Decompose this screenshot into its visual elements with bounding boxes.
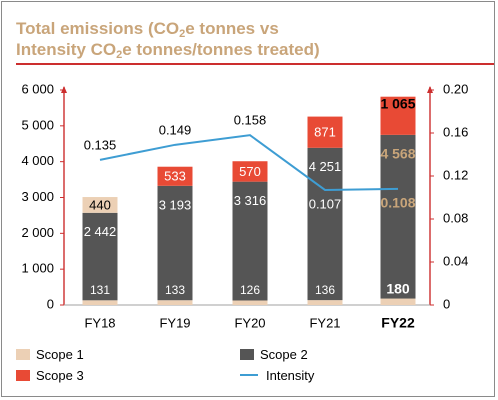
data-label-scope3: 440	[89, 197, 111, 212]
legend-swatch-scope1	[16, 348, 30, 360]
left-axis-tick-label: 3 000	[21, 189, 54, 204]
bar-scope1	[380, 298, 416, 305]
right-axis-tick-label: 0.16	[443, 124, 468, 139]
title-line2-part1: Intensity CO	[16, 40, 117, 59]
bar-scope1	[232, 300, 268, 305]
chart-title: Total emissions (CO2e tonnes vs Intensit…	[16, 18, 320, 61]
data-label-intensity: 0.149	[159, 122, 192, 137]
data-label-scope1: 136	[315, 283, 335, 297]
data-label-intensity: 0.135	[84, 137, 117, 152]
bar-scope1	[157, 300, 193, 305]
data-label-scope1: 126	[240, 283, 260, 297]
bar-scope3	[82, 197, 118, 213]
data-label-scope2: 2 442	[84, 224, 117, 239]
title-rule	[16, 63, 494, 65]
data-label-scope3: 570	[239, 164, 261, 179]
left-axis-tick-label: 1 000	[21, 261, 54, 276]
bar-scope1	[307, 300, 343, 305]
x-axis-category-label: FY19	[159, 315, 190, 330]
data-label-scope2: 4 251	[309, 159, 342, 174]
right-axis-tick-label: 0.20	[443, 81, 468, 96]
legend-swatch-scope2	[240, 348, 254, 360]
right-axis-tick-label: 0.08	[443, 210, 468, 225]
x-axis-category-label: FY20	[234, 315, 265, 330]
data-label-scope2: 4 568	[380, 146, 415, 162]
title-line1-part1: Total emissions (CO	[16, 19, 180, 38]
bar-scope3	[232, 161, 268, 182]
data-label-intensity: 0.108	[380, 195, 415, 211]
title-line1-subscript: 2	[179, 28, 186, 40]
bar-scope2	[380, 134, 416, 299]
legend-item-scope3: Scope 3	[16, 367, 84, 383]
legend-label-scope3: Scope 3	[36, 367, 84, 383]
legend-swatch-scope3	[16, 369, 30, 381]
legend-item-scope1: Scope 1	[16, 346, 84, 362]
data-label-scope2: 3 316	[234, 193, 267, 208]
legend-item-intensity: Intensity	[240, 367, 314, 383]
left-axis-tick-label: 5 000	[21, 117, 54, 132]
data-label-scope1: 133	[165, 283, 185, 297]
title-line1-part2: e tonnes vs	[185, 19, 279, 38]
bar-scope2	[307, 147, 343, 301]
title-line2-subscript: 2	[116, 49, 123, 61]
right-axis-tick-label: 0.04	[443, 253, 468, 268]
intensity-line	[99, 134, 399, 191]
data-label-scope1: 180	[386, 281, 410, 297]
legend-label-scope2: Scope 2	[260, 346, 308, 362]
data-label-intensity: 0.107	[309, 196, 342, 211]
left-axis-tick-label: 0	[47, 296, 54, 311]
right-axis-tick-label: 0	[443, 296, 450, 311]
legend-swatch-intensity	[240, 374, 258, 376]
bar-scope3	[307, 116, 343, 148]
bar-scope2	[232, 181, 268, 301]
bar-scope2	[82, 212, 118, 301]
data-label-scope3: 533	[164, 169, 186, 184]
bar-scope3	[380, 96, 416, 135]
title-line2-part2: e tonnes/tonnes treated)	[122, 40, 320, 59]
legend-item-scope2: Scope 2	[240, 346, 308, 362]
emissions-chart: 0 1 000 2 000 3 000 4 000 5 000 6 000 0 0.04 0.08…	[21, 81, 468, 331]
x-axis-category-label: FY18	[84, 315, 115, 330]
chart-legend: Scope 1 Scope 2 Scope 3 Intensity	[16, 344, 486, 388]
bar-scope2	[157, 185, 193, 301]
right-axis-tick-label: 0.12	[443, 167, 468, 182]
data-label-scope3: 1 065	[380, 95, 415, 111]
left-axis-tick-label: 2 000	[21, 225, 54, 240]
left-axis-tick-label: 6 000	[21, 81, 54, 96]
x-axis-category-label: FY21	[309, 315, 340, 330]
bar-scope3	[157, 166, 193, 186]
data-label-scope1: 131	[90, 283, 110, 297]
x-axis-category-label: FY22	[381, 315, 415, 331]
bar-scope1	[82, 300, 118, 305]
legend-label-intensity: Intensity	[266, 367, 315, 383]
data-label-scope2: 3 193	[159, 197, 192, 212]
left-axis-tick-label: 4 000	[21, 153, 54, 168]
data-label-scope3: 871	[314, 125, 336, 140]
data-label-intensity: 0.158	[234, 113, 267, 128]
legend-label-scope1: Scope 1	[36, 346, 84, 362]
